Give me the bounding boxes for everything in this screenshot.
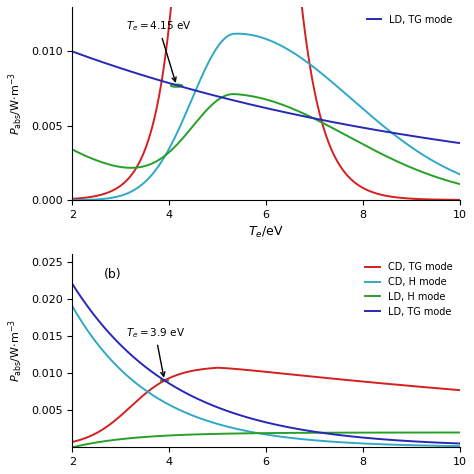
Legend: CD, TG mode, CD, H mode, LD, H mode, LD, TG mode: CD, TG mode, CD, H mode, LD, H mode, LD,… (363, 259, 455, 319)
Text: $T_e=3.9$ eV: $T_e=3.9$ eV (126, 326, 185, 376)
Y-axis label: $P_{\mathrm{abs}}$/W$\cdot$m$^{-3}$: $P_{\mathrm{abs}}$/W$\cdot$m$^{-3}$ (7, 319, 25, 382)
Text: $T_e=4.15$ eV: $T_e=4.15$ eV (126, 19, 191, 82)
Y-axis label: $P_{\mathrm{abs}}$/W$\cdot$m$^{-3}$: $P_{\mathrm{abs}}$/W$\cdot$m$^{-3}$ (7, 72, 26, 135)
Text: (b): (b) (103, 268, 121, 281)
X-axis label: $T_e$/eV: $T_e$/eV (248, 225, 284, 240)
Legend: LD, TG mode: LD, TG mode (364, 12, 455, 27)
